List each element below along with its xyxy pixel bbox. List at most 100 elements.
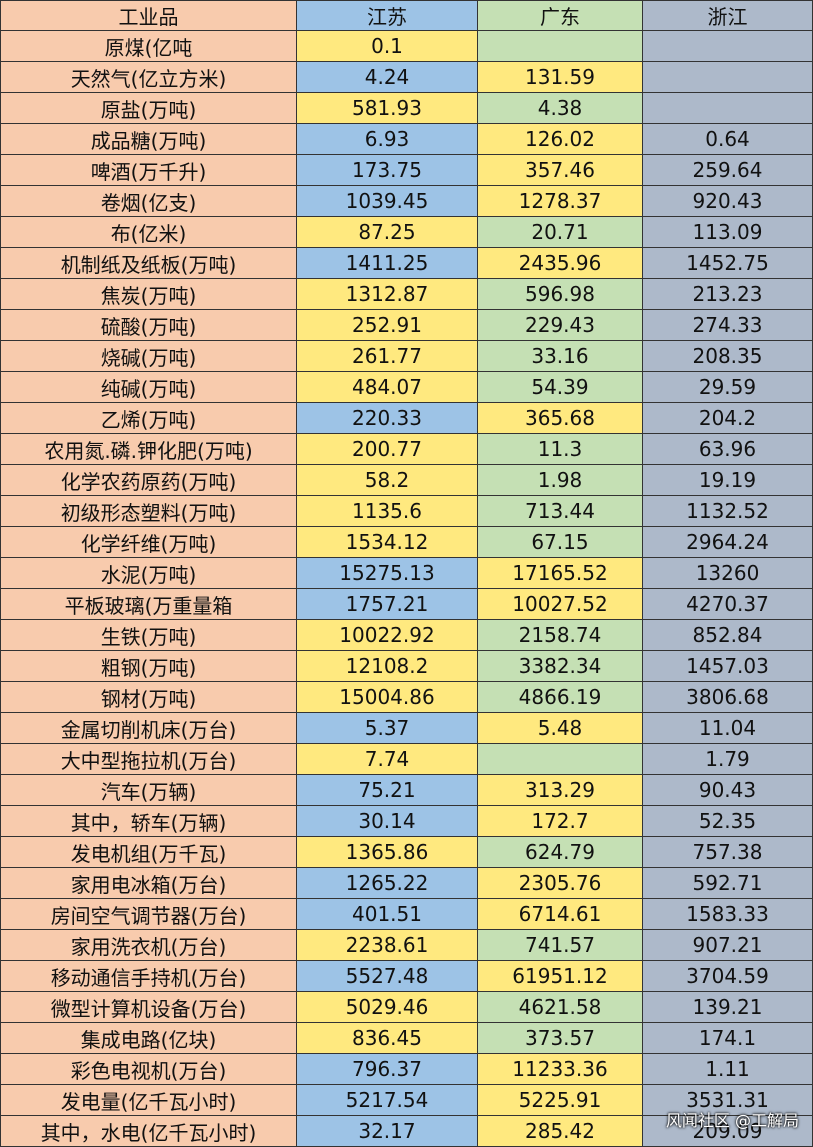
value-cell: 229.43 [478, 310, 643, 341]
header-cell: 工业品 [0, 0, 297, 31]
row-label: 生铁(万吨) [0, 620, 297, 651]
value-cell: 172.7 [478, 806, 643, 837]
value-cell: 52.35 [643, 806, 813, 837]
row-label: 家用电冰箱(万台) [0, 868, 297, 899]
value-cell [478, 31, 643, 62]
value-cell: 624.79 [478, 837, 643, 868]
value-cell: 5527.48 [297, 961, 478, 992]
value-cell: 30.14 [297, 806, 478, 837]
value-cell: 29.59 [643, 372, 813, 403]
value-cell: 1.79 [643, 744, 813, 775]
value-cell: 5029.46 [297, 992, 478, 1023]
value-cell: 4270.37 [643, 589, 813, 620]
value-cell: 5.48 [478, 713, 643, 744]
value-cell: 3531.31 [643, 1085, 813, 1116]
row-label: 大中型拖拉机(万台) [0, 744, 297, 775]
header-cell: 浙江 [643, 0, 813, 31]
value-cell: 796.37 [297, 1054, 478, 1085]
value-cell: 713.44 [478, 496, 643, 527]
row-label: 房间空气调节器(万台) [0, 899, 297, 930]
value-cell: 2964.24 [643, 527, 813, 558]
value-cell: 4.24 [297, 62, 478, 93]
value-cell: 63.96 [643, 434, 813, 465]
value-cell: 741.57 [478, 930, 643, 961]
value-cell: 259.64 [643, 155, 813, 186]
value-cell: 33.16 [478, 341, 643, 372]
value-cell: 5225.91 [478, 1085, 643, 1116]
value-cell: 113.09 [643, 217, 813, 248]
value-cell: 3382.34 [478, 651, 643, 682]
value-cell: 757.38 [643, 837, 813, 868]
row-label: 平板玻璃(万重量箱 [0, 589, 297, 620]
value-cell: 32.17 [297, 1116, 478, 1147]
row-label: 纯碱(万吨) [0, 372, 297, 403]
row-label: 啤酒(万千升) [0, 155, 297, 186]
value-cell: 54.39 [478, 372, 643, 403]
row-label: 焦炭(万吨) [0, 279, 297, 310]
row-label: 粗钢(万吨) [0, 651, 297, 682]
value-cell: 581.93 [297, 93, 478, 124]
value-cell: 852.84 [643, 620, 813, 651]
value-cell: 4866.19 [478, 682, 643, 713]
row-label: 乙烯(万吨) [0, 403, 297, 434]
value-cell: 75.21 [297, 775, 478, 806]
value-cell: 1411.25 [297, 248, 478, 279]
value-cell: 596.98 [478, 279, 643, 310]
row-label: 其中，水电(亿千瓦小时) [0, 1116, 297, 1147]
value-cell: 126.02 [478, 124, 643, 155]
value-cell: 19.19 [643, 465, 813, 496]
value-cell: 11.3 [478, 434, 643, 465]
value-cell: 5217.54 [297, 1085, 478, 1116]
row-label: 其中，轿车(万辆) [0, 806, 297, 837]
row-label: 移动通信手持机(万台) [0, 961, 297, 992]
value-cell: 1583.33 [643, 899, 813, 930]
value-cell: 12108.2 [297, 651, 478, 682]
row-label: 彩色电视机(万台) [0, 1054, 297, 1085]
value-cell: 131.59 [478, 62, 643, 93]
value-cell: 1039.45 [297, 186, 478, 217]
row-label: 布(亿米) [0, 217, 297, 248]
value-cell: 1265.22 [297, 868, 478, 899]
value-cell: 10022.92 [297, 620, 478, 651]
value-cell: 7.74 [297, 744, 478, 775]
value-cell: 220.33 [297, 403, 478, 434]
value-cell: 173.75 [297, 155, 478, 186]
value-cell: 139.21 [643, 992, 813, 1023]
row-label: 化学纤维(万吨) [0, 527, 297, 558]
value-cell: 274.33 [643, 310, 813, 341]
value-cell: 1132.52 [643, 496, 813, 527]
value-cell: 2158.74 [478, 620, 643, 651]
value-cell: 1278.37 [478, 186, 643, 217]
row-label: 发电量(亿千瓦小时) [0, 1085, 297, 1116]
value-cell: 15275.13 [297, 558, 478, 589]
row-label: 天然气(亿立方米) [0, 62, 297, 93]
value-cell: 261.77 [297, 341, 478, 372]
row-label: 卷烟(亿支) [0, 186, 297, 217]
row-label: 水泥(万吨) [0, 558, 297, 589]
row-label: 金属切削机床(万台) [0, 713, 297, 744]
value-cell [643, 31, 813, 62]
value-cell: 17165.52 [478, 558, 643, 589]
value-cell [643, 62, 813, 93]
row-label: 烧碱(万吨) [0, 341, 297, 372]
value-cell: 920.43 [643, 186, 813, 217]
row-label: 原盐(万吨) [0, 93, 297, 124]
value-cell: 11233.36 [478, 1054, 643, 1085]
value-cell: 252.91 [297, 310, 478, 341]
value-cell: 285.42 [478, 1116, 643, 1147]
value-cell: 20.71 [478, 217, 643, 248]
value-cell: 58.2 [297, 465, 478, 496]
value-cell: 4621.58 [478, 992, 643, 1023]
row-label: 初级形态塑料(万吨) [0, 496, 297, 527]
watermark: 风闻社区 @工解局 [665, 1111, 799, 1130]
value-cell: 213.23 [643, 279, 813, 310]
header-cell: 广东 [478, 0, 643, 31]
value-cell: 5.37 [297, 713, 478, 744]
row-label: 机制纸及纸板(万吨) [0, 248, 297, 279]
value-cell: 90.43 [643, 775, 813, 806]
row-label: 发电机组(万千瓦) [0, 837, 297, 868]
value-cell: 0.1 [297, 31, 478, 62]
value-cell: 174.1 [643, 1023, 813, 1054]
row-label: 农用氮.磷.钾化肥(万吨) [0, 434, 297, 465]
